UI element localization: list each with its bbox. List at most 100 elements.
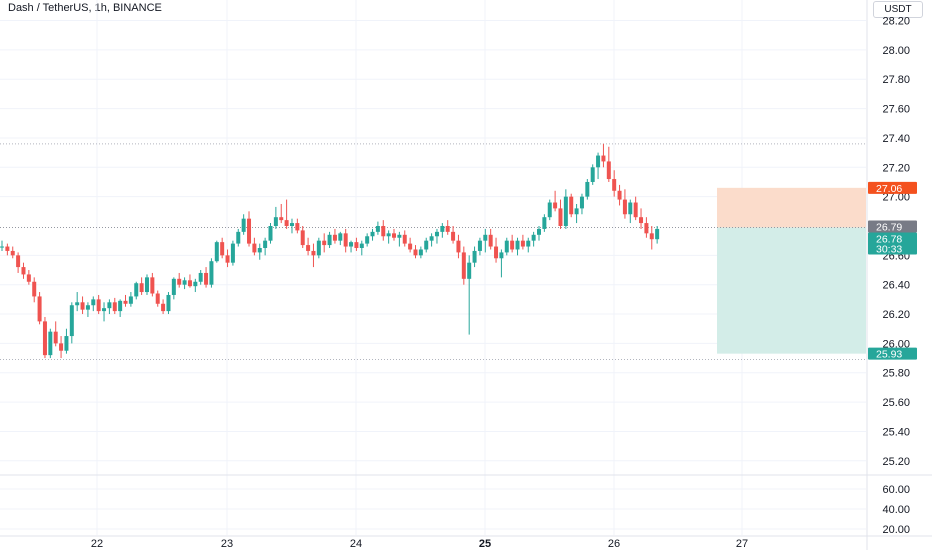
candle bbox=[451, 225, 456, 244]
candle bbox=[134, 281, 139, 300]
candle bbox=[499, 249, 504, 278]
price-tick-label: 26.00 bbox=[882, 338, 910, 350]
candle bbox=[257, 243, 262, 260]
candle bbox=[252, 237, 257, 256]
candle bbox=[440, 223, 445, 238]
candle bbox=[413, 245, 418, 259]
candle bbox=[585, 179, 590, 200]
candles bbox=[0, 143, 660, 359]
candle bbox=[429, 233, 434, 247]
candle bbox=[112, 297, 117, 315]
time-tick-label: 27 bbox=[736, 538, 748, 550]
candle bbox=[628, 199, 633, 224]
candle bbox=[655, 225, 660, 244]
last-price-label: 26.78 bbox=[876, 233, 902, 245]
svg-text:26.79: 26.79 bbox=[876, 221, 902, 233]
candle bbox=[193, 278, 198, 293]
candle bbox=[424, 237, 429, 253]
candle bbox=[241, 214, 246, 235]
candle bbox=[230, 240, 235, 266]
candle bbox=[365, 233, 370, 247]
candle bbox=[639, 208, 644, 229]
candle bbox=[558, 199, 563, 229]
candle bbox=[5, 243, 10, 256]
dotted-levels bbox=[0, 143, 866, 361]
candle bbox=[139, 277, 144, 295]
candle bbox=[494, 237, 499, 263]
candle bbox=[649, 225, 654, 250]
candle bbox=[633, 196, 638, 221]
time-tick-label: 22 bbox=[91, 538, 103, 550]
candle bbox=[214, 240, 219, 263]
candle bbox=[547, 199, 552, 221]
candle bbox=[247, 211, 252, 247]
price-tick-label: 26.20 bbox=[882, 309, 910, 321]
candle bbox=[579, 193, 584, 215]
candle bbox=[542, 214, 547, 232]
volume-tick-label: 20.00 bbox=[882, 524, 910, 536]
candle bbox=[617, 184, 622, 206]
time-tick-label: 26 bbox=[608, 538, 620, 550]
price-tick-label: 27.20 bbox=[882, 162, 910, 174]
price-tick-label: 27.60 bbox=[882, 104, 910, 116]
candle bbox=[418, 246, 423, 259]
candle bbox=[10, 246, 15, 259]
candle bbox=[622, 189, 627, 219]
candle bbox=[236, 228, 241, 247]
candle bbox=[569, 193, 574, 218]
time-axis: 22 23 24 25 26 27 bbox=[91, 538, 748, 550]
candle bbox=[289, 218, 294, 234]
candle bbox=[263, 237, 268, 256]
candle bbox=[187, 274, 192, 288]
candle bbox=[273, 206, 278, 229]
price-tick-label: 26.40 bbox=[882, 280, 910, 292]
candle bbox=[150, 272, 155, 297]
candle bbox=[531, 231, 536, 247]
candle bbox=[612, 170, 617, 197]
candle bbox=[96, 294, 101, 315]
candle bbox=[375, 221, 380, 235]
candle bbox=[16, 252, 21, 273]
candle bbox=[209, 258, 214, 288]
candle bbox=[166, 292, 171, 315]
currency-selector-button[interactable]: USDT bbox=[873, 1, 923, 18]
candle bbox=[520, 234, 525, 250]
candle bbox=[392, 228, 397, 241]
candle bbox=[445, 220, 450, 235]
candle bbox=[91, 296, 96, 312]
candle bbox=[553, 190, 558, 212]
candle bbox=[349, 240, 354, 253]
candle bbox=[198, 270, 203, 285]
candle bbox=[510, 234, 515, 253]
price-axis: 28.2028.0027.8027.6027.4027.2027.0026.60… bbox=[882, 16, 910, 468]
price-tick-label: 25.60 bbox=[882, 397, 910, 409]
price-tick-label: 25.40 bbox=[882, 426, 910, 438]
candle bbox=[128, 292, 133, 307]
profit-zone bbox=[717, 227, 866, 354]
countdown-label: 30:33 bbox=[876, 243, 902, 255]
candle bbox=[515, 237, 520, 256]
candle bbox=[456, 234, 461, 259]
candle bbox=[42, 316, 47, 359]
target-price-tag: 25.93 bbox=[868, 347, 917, 361]
candle bbox=[338, 231, 343, 246]
candle bbox=[48, 328, 53, 359]
loss-zone bbox=[717, 187, 866, 228]
candle bbox=[434, 228, 439, 244]
candle bbox=[477, 237, 482, 256]
candle bbox=[596, 152, 601, 180]
candle bbox=[472, 246, 477, 268]
candle bbox=[483, 228, 488, 253]
volume-tick-label: 40.00 bbox=[882, 504, 910, 516]
candle bbox=[171, 277, 176, 300]
candle bbox=[386, 230, 391, 244]
candle bbox=[316, 237, 321, 259]
candle bbox=[322, 233, 327, 253]
price-tick-label: 25.20 bbox=[882, 456, 910, 468]
candle bbox=[467, 255, 472, 335]
candle bbox=[461, 246, 466, 285]
candle bbox=[563, 189, 568, 229]
chart-title: Dash / TetherUS, 1h, BINANCE bbox=[8, 2, 162, 14]
